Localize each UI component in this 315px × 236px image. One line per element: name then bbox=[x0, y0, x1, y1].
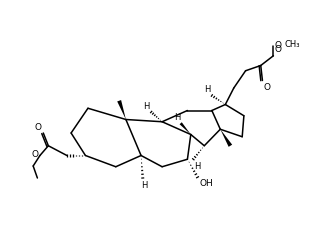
Text: O: O bbox=[35, 122, 42, 131]
Text: H: H bbox=[174, 113, 180, 122]
Text: OH: OH bbox=[199, 179, 213, 188]
Text: O: O bbox=[275, 42, 282, 51]
Text: O: O bbox=[32, 150, 38, 159]
Text: O: O bbox=[274, 45, 281, 54]
Polygon shape bbox=[180, 122, 191, 135]
Text: H: H bbox=[141, 181, 147, 190]
Text: H: H bbox=[194, 162, 201, 171]
Text: O: O bbox=[264, 84, 271, 93]
Text: CH₃: CH₃ bbox=[285, 40, 300, 49]
Polygon shape bbox=[117, 100, 126, 119]
Text: H: H bbox=[204, 85, 211, 94]
Polygon shape bbox=[220, 129, 232, 147]
Text: H: H bbox=[144, 102, 150, 111]
